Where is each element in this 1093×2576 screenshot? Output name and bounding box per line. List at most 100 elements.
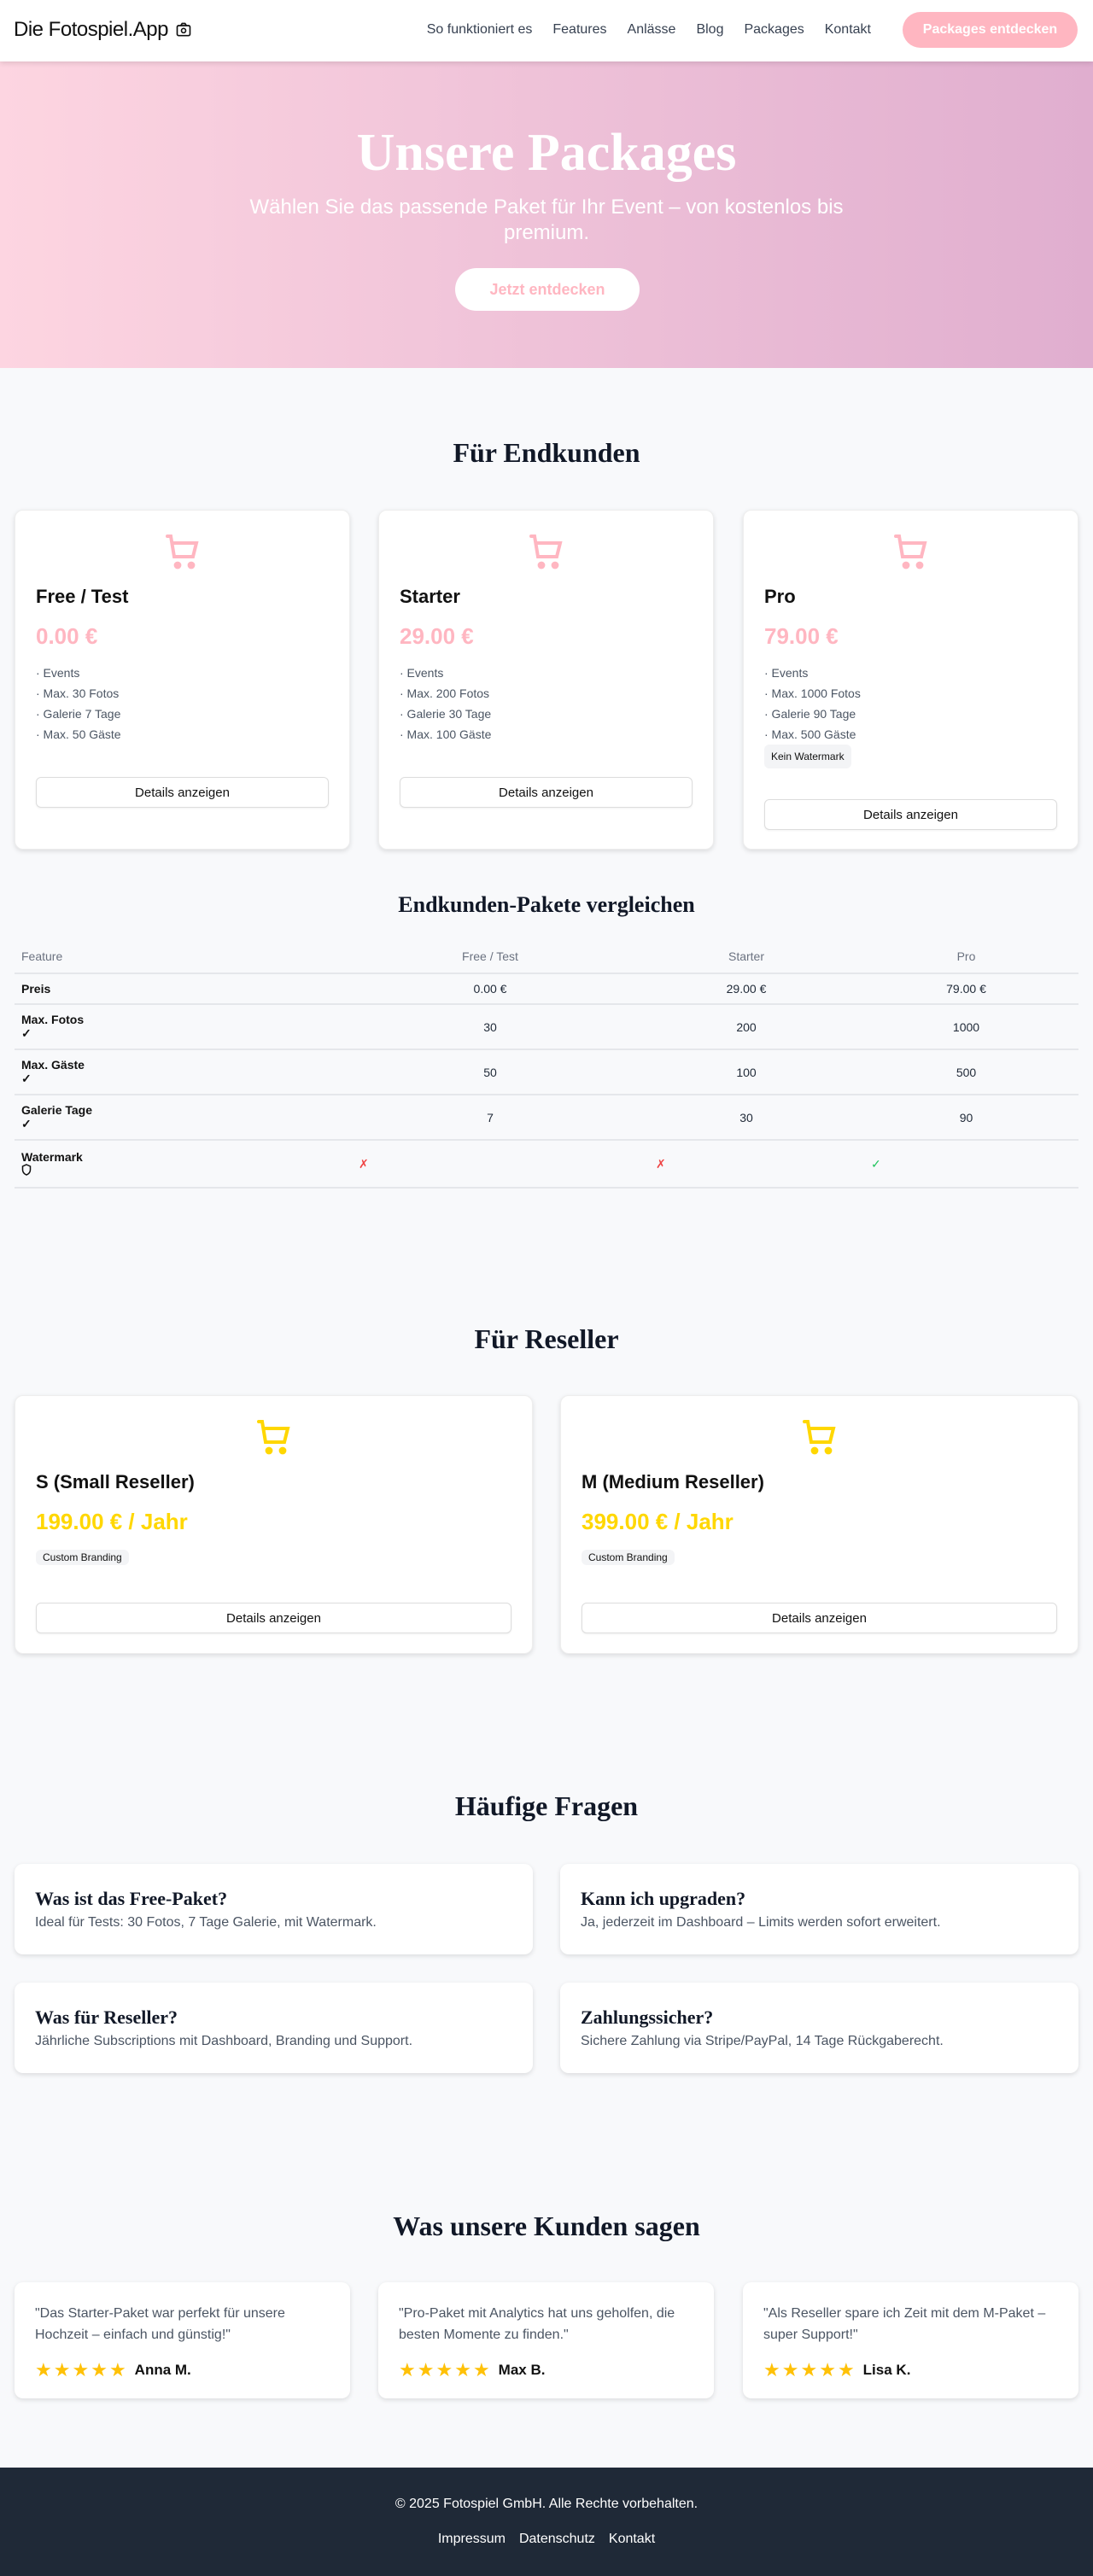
reseller-heading: Für Reseller — [474, 1323, 619, 1354]
star-icon: ★ — [53, 2359, 71, 2380]
feature-item: · Max. 30 Fotos — [36, 686, 120, 700]
table-row: Galerie Tage ✓ 7 30 90 — [15, 1095, 1078, 1141]
star-icon: ★ — [91, 2359, 108, 2380]
row-label: Watermark — [15, 1140, 342, 1189]
cart-icon — [802, 1420, 836, 1455]
table-cell: 0.00 € — [342, 973, 639, 1005]
rating: ★ ★ ★ ★ ★ Anna M. — [35, 2359, 191, 2381]
package-card: Free / Test 0.00 € · Events · Max. 30 Fot… — [15, 510, 350, 850]
star-icon: ★ — [837, 2359, 855, 2380]
feature-list: · Events · Max. 1000 Fotos · Galerie 90 Ta… — [764, 663, 861, 768]
table-cell: 30 — [342, 1004, 639, 1050]
footer-link-datenschutz[interactable]: Datenschutz — [518, 2532, 595, 2546]
table-cell: 100 — [639, 1049, 854, 1095]
star-icon: ★ — [472, 2359, 490, 2380]
faq-answer: Ja, jederzeit im Dashboard – Limits werd… — [581, 1915, 941, 1930]
nav-link-features[interactable]: Features — [552, 22, 607, 37]
nav-link-how[interactable]: So funktioniert es — [426, 22, 533, 37]
reseller-card: S (Small Reseller) 199.00 € / Jahr Custo… — [15, 1395, 533, 1654]
details-button[interactable]: Details anzeigen — [36, 777, 329, 808]
star-icon: ★ — [763, 2359, 780, 2380]
cart-icon — [893, 534, 927, 570]
table-cell: 29.00 € — [639, 973, 854, 1005]
check-icon: ✓ — [21, 1117, 32, 1130]
table-cell: 50 — [342, 1049, 639, 1095]
footer: © 2025 Fotospiel GmbH. Alle Rechte vorbe… — [0, 2468, 1093, 2576]
feature-item: · Galerie 30 Tage — [400, 707, 492, 721]
hero-subtitle: Wählen Sie das passende Paket für Ihr Ev… — [249, 196, 844, 244]
feature-item: · Max. 500 Gäste — [764, 727, 856, 741]
col-feature: Feature — [15, 939, 342, 974]
check-icon: ✓ — [21, 1026, 32, 1040]
star-icon: ★ — [781, 2359, 799, 2380]
details-button[interactable]: Details anzeigen — [36, 1603, 511, 1633]
feature-item: · Events — [36, 666, 80, 680]
faq-answer: Sichere Zahlung via Stripe/PayPal, 14 Ta… — [581, 2034, 944, 2048]
package-name: Starter — [400, 586, 460, 607]
footer-link-kontakt[interactable]: Kontakt — [608, 2532, 656, 2546]
logo[interactable]: Die Fotospiel.App — [14, 18, 192, 42]
star-icon: ★ — [417, 2359, 435, 2380]
faq-answer: Ideal für Tests: 30 Fotos, 7 Tage Galeri… — [35, 1915, 377, 1930]
faq-item: Kann ich upgraden? Ja, jederzeit im Dash… — [560, 1864, 1078, 1954]
feature-list: · Events · Max. 30 Fotos · Galerie 7 Tage ·… — [36, 663, 121, 745]
nav-link-occasions[interactable]: Anlässe — [627, 22, 676, 37]
copyright: © 2025 Fotospiel GmbH. Alle Rechte vorbe… — [395, 2497, 698, 2511]
nav-link-packages[interactable]: Packages — [744, 22, 804, 37]
testimonial-quote: "Pro-Paket mit Analytics hat uns geholfe… — [399, 2306, 675, 2342]
nav-link-contact[interactable]: Kontakt — [824, 22, 871, 37]
table-row: Max. Gäste ✓ 50 100 500 — [15, 1049, 1078, 1095]
faq-answer: Jährliche Subscriptions mit Dashboard, B… — [35, 2034, 413, 2048]
check-icon: ✓ — [21, 1072, 32, 1085]
packages-cta-button[interactable]: Packages entdecken — [903, 12, 1078, 48]
testimonial-author: Lisa K. — [862, 2362, 911, 2378]
testimonial-card: "Das Starter-Paket war perfekt für unser… — [15, 2282, 350, 2398]
feature-badge: Custom Branding — [582, 1550, 675, 1565]
col-free: Free / Test — [342, 939, 639, 974]
row-label-text: Preis — [21, 982, 51, 996]
x-icon: ✗ — [342, 1140, 639, 1189]
details-button[interactable]: Details anzeigen — [582, 1603, 1057, 1633]
nav-link-blog[interactable]: Blog — [696, 22, 724, 37]
footer-link-impressum[interactable]: Impressum — [437, 2532, 506, 2546]
star-icon: ★ — [819, 2359, 836, 2380]
package-card: Starter 29.00 € · Events · Max. 200 Fotos… — [378, 510, 714, 850]
feature-item: · Max. 100 Gäste — [400, 727, 492, 741]
star-icon: ★ — [800, 2359, 818, 2380]
testimonials-heading: Was unsere Kunden sagen — [393, 2211, 700, 2241]
table-cell: 79.00 € — [854, 973, 1078, 1005]
hero-cta-button[interactable]: Jetzt entdecken — [455, 268, 640, 311]
cart-icon — [256, 1420, 290, 1455]
package-price: 0.00 € — [36, 623, 98, 649]
package-name: S (Small Reseller) — [36, 1471, 195, 1492]
package-price: 79.00 € — [764, 623, 839, 649]
faq-item: Was ist das Free-Paket? Ideal für Tests:… — [15, 1864, 533, 1954]
hero: Unsere Packages Wählen Sie das passende … — [0, 61, 1093, 368]
star-icon: ★ — [72, 2359, 90, 2380]
table-cell: 90 — [854, 1095, 1078, 1141]
faq-heading: Häufige Fragen — [454, 1790, 639, 1821]
feature-item: · Galerie 7 Tage — [36, 707, 121, 721]
endkunden-heading: Für Endkunden — [453, 437, 640, 468]
package-name: Pro — [764, 586, 796, 607]
feature-item: · Max. 1000 Fotos — [764, 686, 861, 700]
feature-list: · Events · Max. 200 Fotos · Galerie 30 Tag… — [400, 663, 491, 745]
testimonial-quote: "Als Reseller spare ich Zeit mit dem M-P… — [763, 2306, 1046, 2342]
compare-table: Feature Free / Test Starter Pro Preis 0.0… — [15, 939, 1078, 1189]
faq-question: Zahlungssicher? — [581, 2006, 714, 2028]
details-button[interactable]: Details anzeigen — [764, 799, 1057, 830]
star-icon: ★ — [108, 2359, 126, 2380]
feature-item: · Events — [764, 666, 809, 680]
col-starter: Starter — [639, 939, 854, 974]
star-icon: ★ — [435, 2359, 453, 2380]
star-icon: ★ — [35, 2359, 52, 2380]
top-nav: Die Fotospiel.App So funktioniert es Fea… — [0, 0, 1093, 61]
star-icon: ★ — [399, 2359, 416, 2380]
table-cell: 30 — [639, 1095, 854, 1141]
faq-item: Zahlungssicher? Sichere Zahlung via Stri… — [560, 1983, 1078, 2073]
row-label-text: Max. Fotos — [21, 1013, 85, 1026]
faq-question: Kann ich upgraden? — [581, 1888, 746, 1909]
package-name: Free / Test — [36, 586, 129, 607]
table-row: Preis 0.00 €29.00 €79.00 € — [15, 973, 1078, 1005]
details-button[interactable]: Details anzeigen — [400, 777, 693, 808]
